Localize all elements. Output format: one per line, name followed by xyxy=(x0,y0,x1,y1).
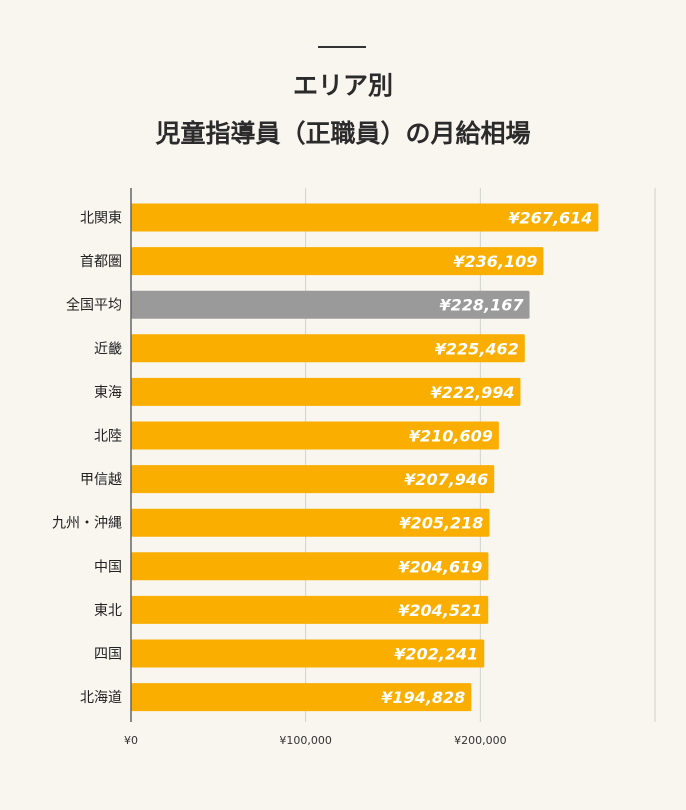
chart-title-line1: エリア別 xyxy=(292,71,393,100)
category-label: 九州・沖縄 xyxy=(52,516,122,532)
category-label: 北陸 xyxy=(94,429,122,445)
category-label: 甲信越 xyxy=(80,472,122,488)
bar xyxy=(131,465,495,494)
data-label: ¥236,109 xyxy=(453,252,537,271)
bar xyxy=(131,290,530,319)
data-label: ¥210,609 xyxy=(409,427,493,446)
bar xyxy=(131,334,525,363)
data-label: ¥202,241 xyxy=(394,645,478,664)
data-label: ¥228,167 xyxy=(440,296,525,315)
data-label: ¥222,994 xyxy=(430,383,514,402)
data-label: ¥267,614 xyxy=(508,209,592,228)
category-label: 東海 xyxy=(94,385,122,401)
bar xyxy=(131,552,489,581)
data-label: ¥205,218 xyxy=(399,514,483,533)
category-label: 東北 xyxy=(94,603,122,619)
bar xyxy=(131,595,489,624)
data-label: ¥204,521 xyxy=(398,601,482,620)
x-tick-label: ¥0 xyxy=(124,734,138,747)
category-label: 中国 xyxy=(94,559,122,575)
bar xyxy=(131,203,599,232)
bar xyxy=(131,377,521,406)
data-label: ¥194,828 xyxy=(381,688,465,707)
x-tick-label: ¥200,000 xyxy=(454,734,507,747)
category-label: 北海道 xyxy=(80,690,122,706)
bar xyxy=(131,639,485,668)
title-decoration-line xyxy=(318,46,366,48)
category-label: 首都圏 xyxy=(80,254,122,270)
category-label: 北関東 xyxy=(80,211,122,227)
data-label: ¥225,462 xyxy=(435,339,519,358)
chart-title-line2: 児童指導員（正職員）の月給相場 xyxy=(155,119,531,148)
data-label: ¥207,946 xyxy=(404,470,488,489)
bar xyxy=(131,247,544,276)
category-label: 四国 xyxy=(94,647,122,663)
bar xyxy=(131,508,490,537)
x-tick-label: ¥100,000 xyxy=(279,734,332,747)
category-label: 近畿 xyxy=(94,341,122,357)
bar xyxy=(131,683,472,712)
category-label: 全国平均 xyxy=(66,297,122,314)
data-label: ¥204,619 xyxy=(398,557,482,576)
bar xyxy=(131,421,499,450)
